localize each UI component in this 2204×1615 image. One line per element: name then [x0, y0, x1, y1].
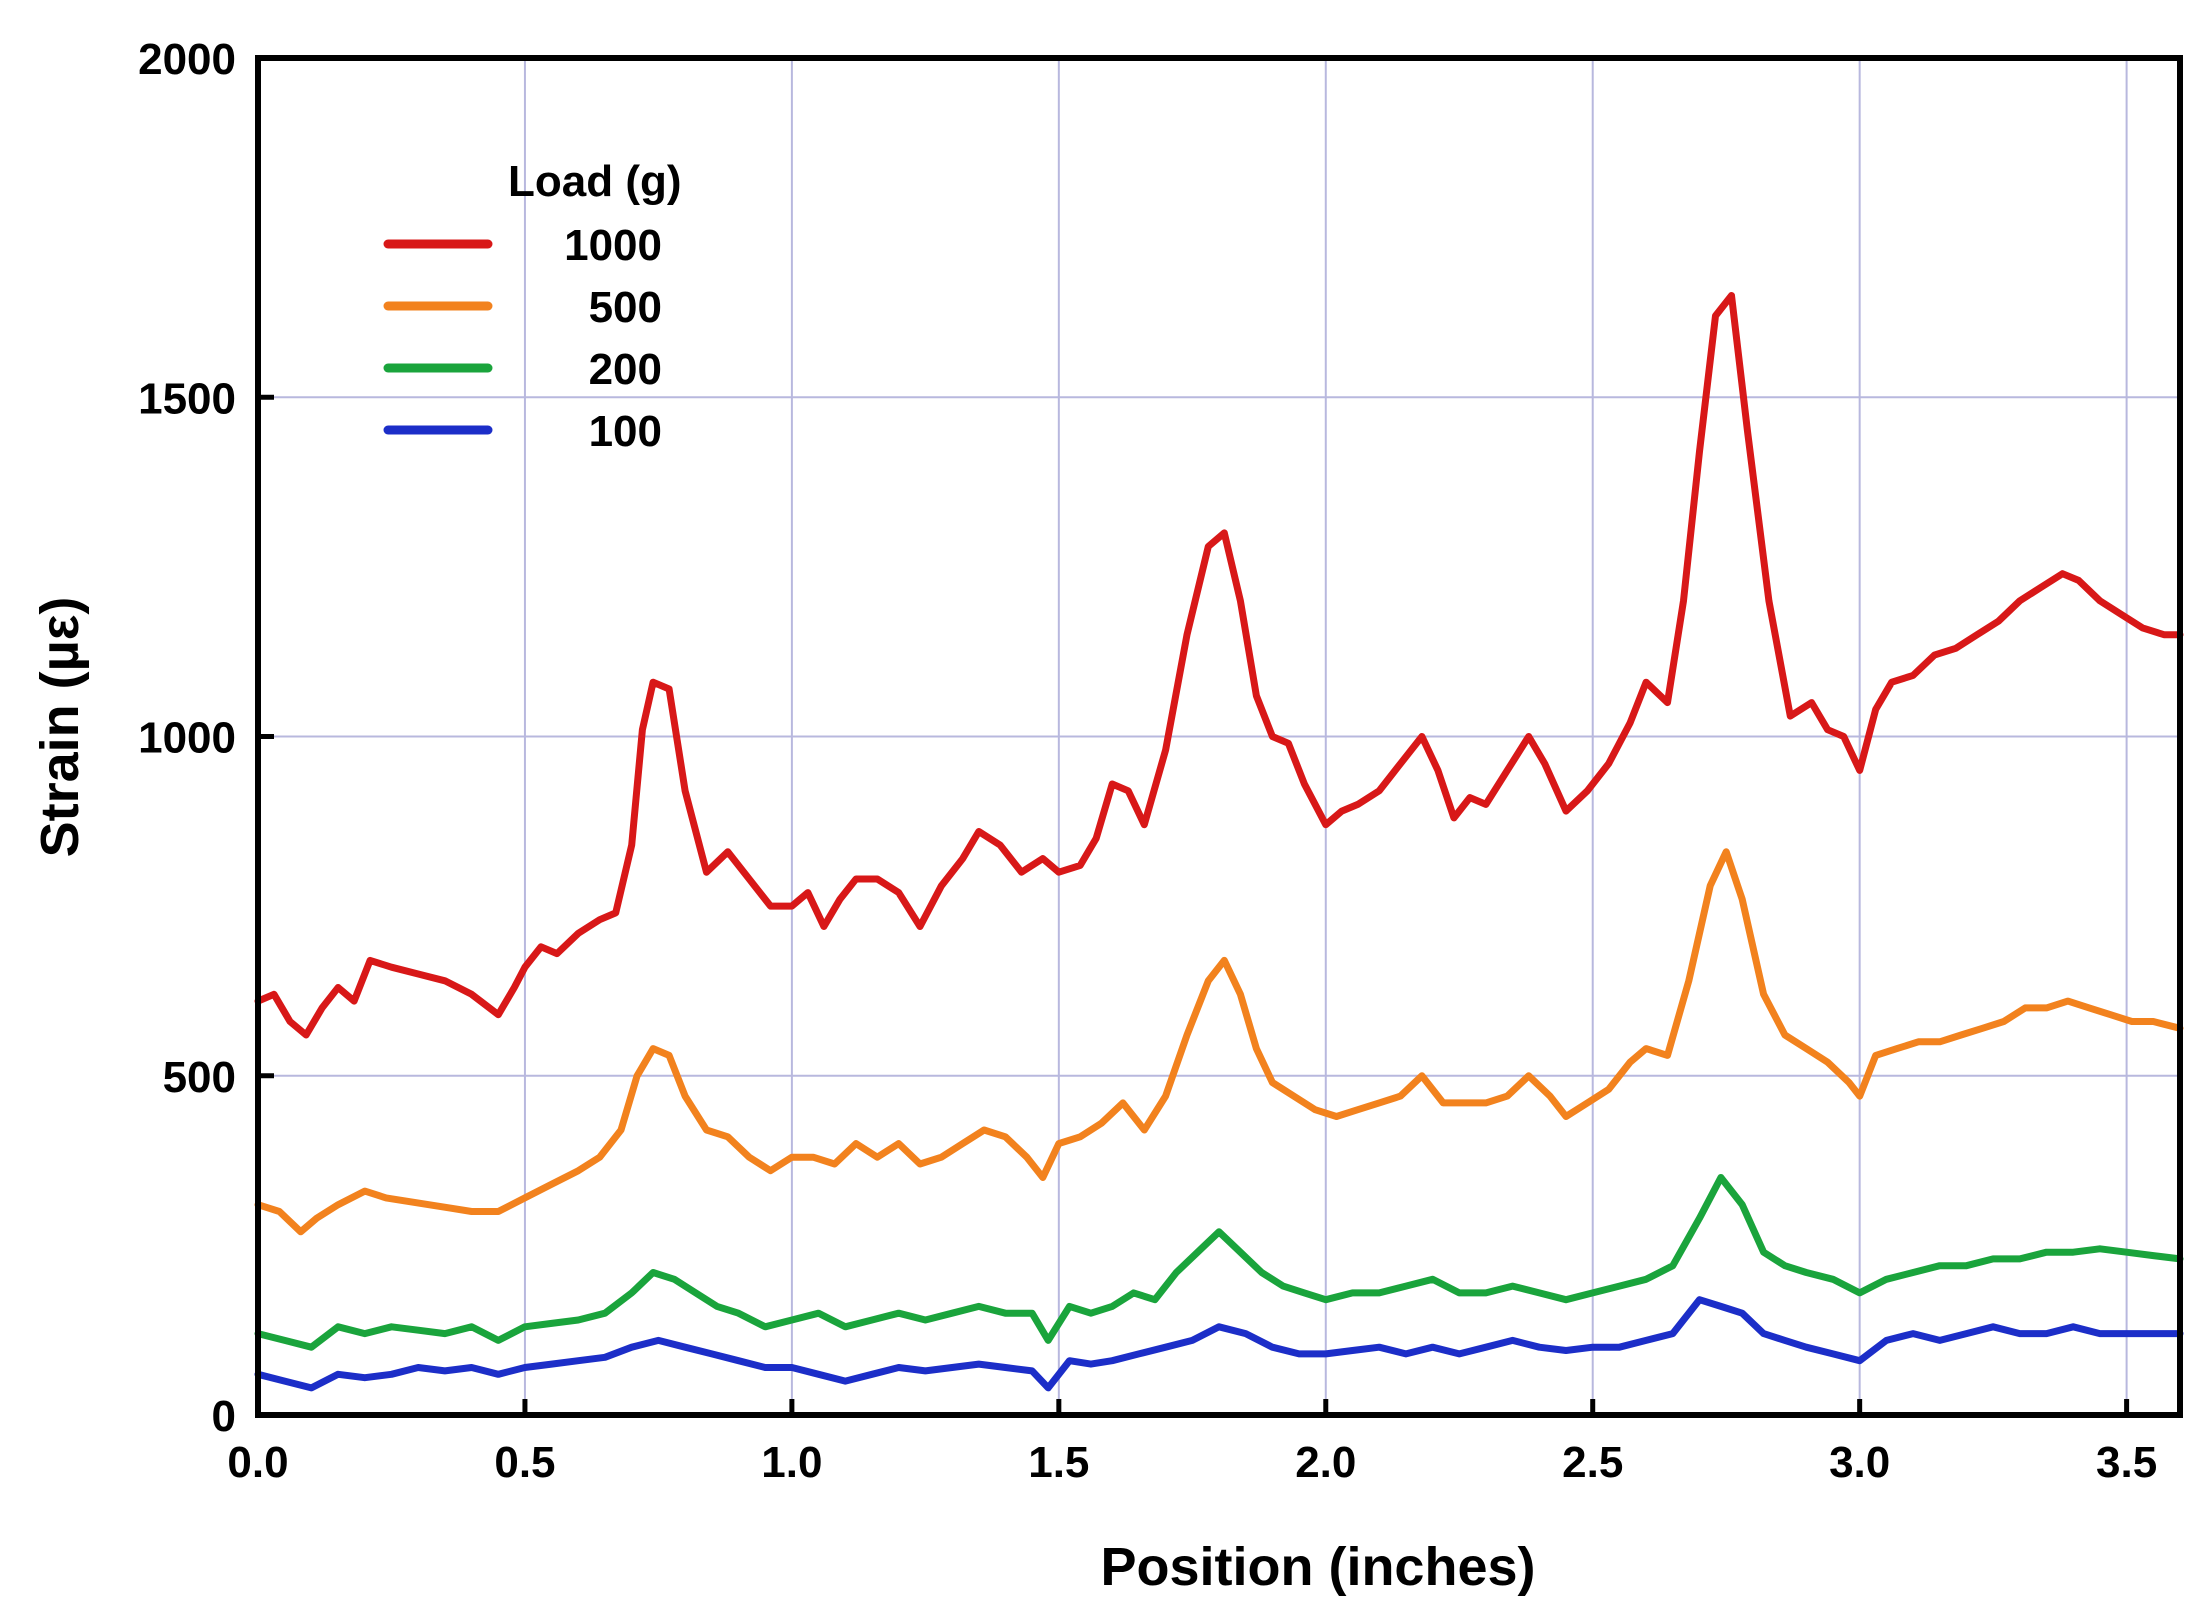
legend: Load (g) 1000 500 200 100: [383, 157, 682, 456]
x-tick-label: 1.5: [1028, 1438, 1089, 1487]
tick-labels: 0.0 0.5 1.0 1.5 2.0 2.5 3.0 3.5 0 500 1000 1500 2000: [138, 35, 2157, 1487]
y-tick-label: 0: [212, 1392, 236, 1441]
y-axis-title: Strain (µε): [30, 597, 90, 858]
x-axis-title: Position (inches): [1100, 1537, 1535, 1597]
axis-ticks: [255, 55, 2130, 1418]
y-tick-label: 1000: [138, 714, 236, 763]
legend-label-1000: 1000: [564, 221, 662, 270]
x-tick-label: 3.5: [2096, 1438, 2157, 1487]
x-tick-label: 3.0: [1829, 1438, 1890, 1487]
legend-label-200: 200: [589, 345, 662, 394]
x-tick-label: 0.0: [227, 1438, 288, 1487]
series-line-500: [254, 848, 2184, 1236]
legend-label-100: 100: [589, 407, 662, 456]
x-tick-label: 2.5: [1562, 1438, 1623, 1487]
grid: [258, 58, 2180, 1415]
series-line-100: [254, 1296, 2184, 1392]
y-tick-label: 2000: [138, 35, 236, 84]
series-line-1000: [254, 292, 2184, 1039]
y-tick-label: 500: [163, 1053, 236, 1102]
x-tick-label: 0.5: [494, 1438, 555, 1487]
legend-items: 1000 500 200 100: [383, 221, 662, 456]
series-line-200: [254, 1174, 2184, 1351]
legend-label-500: 500: [589, 283, 662, 332]
x-tick-label: 1.0: [761, 1438, 822, 1487]
legend-title: Load (g): [508, 157, 682, 206]
series-layer: [254, 292, 2184, 1392]
y-tick-label: 1500: [138, 374, 236, 423]
x-tick-label: 2.0: [1295, 1438, 1356, 1487]
